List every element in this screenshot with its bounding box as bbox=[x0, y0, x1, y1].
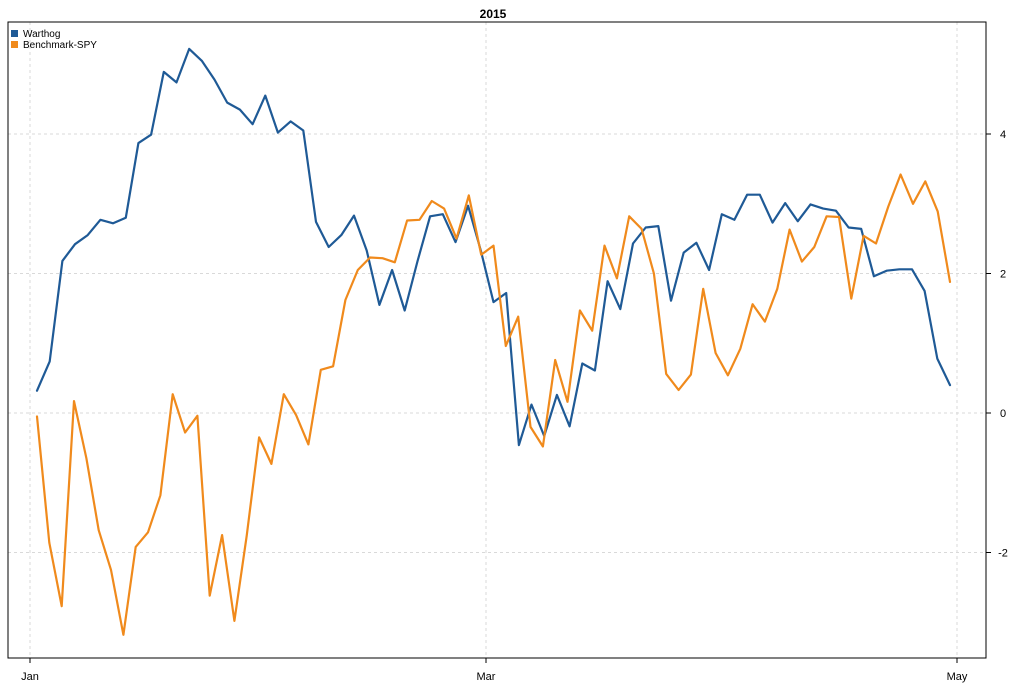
series-layer bbox=[35, 47, 952, 636]
legend-label: Warthog bbox=[23, 29, 60, 40]
axis-layer: Jan Mar May -2 0 2 4 bbox=[21, 129, 1008, 683]
y-tick-label: 2 bbox=[1000, 269, 1006, 281]
x-tick-label: May bbox=[947, 671, 968, 683]
x-tick-label: Mar bbox=[477, 671, 496, 683]
series-line-benchmark-spy bbox=[35, 173, 952, 636]
plot-frame bbox=[7, 21, 987, 659]
chart-title: 2015 bbox=[480, 7, 507, 21]
y-tick-label: 4 bbox=[1000, 129, 1006, 141]
y-tick-label: 0 bbox=[1000, 408, 1006, 420]
series-line-warthog bbox=[35, 47, 952, 447]
x-tick-label: Jan bbox=[21, 671, 39, 683]
legend-label: Benchmark-SPY bbox=[23, 40, 97, 51]
y-tick-label: -2 bbox=[998, 548, 1008, 560]
legend-swatch bbox=[11, 30, 18, 37]
legend-swatch bbox=[11, 41, 18, 48]
